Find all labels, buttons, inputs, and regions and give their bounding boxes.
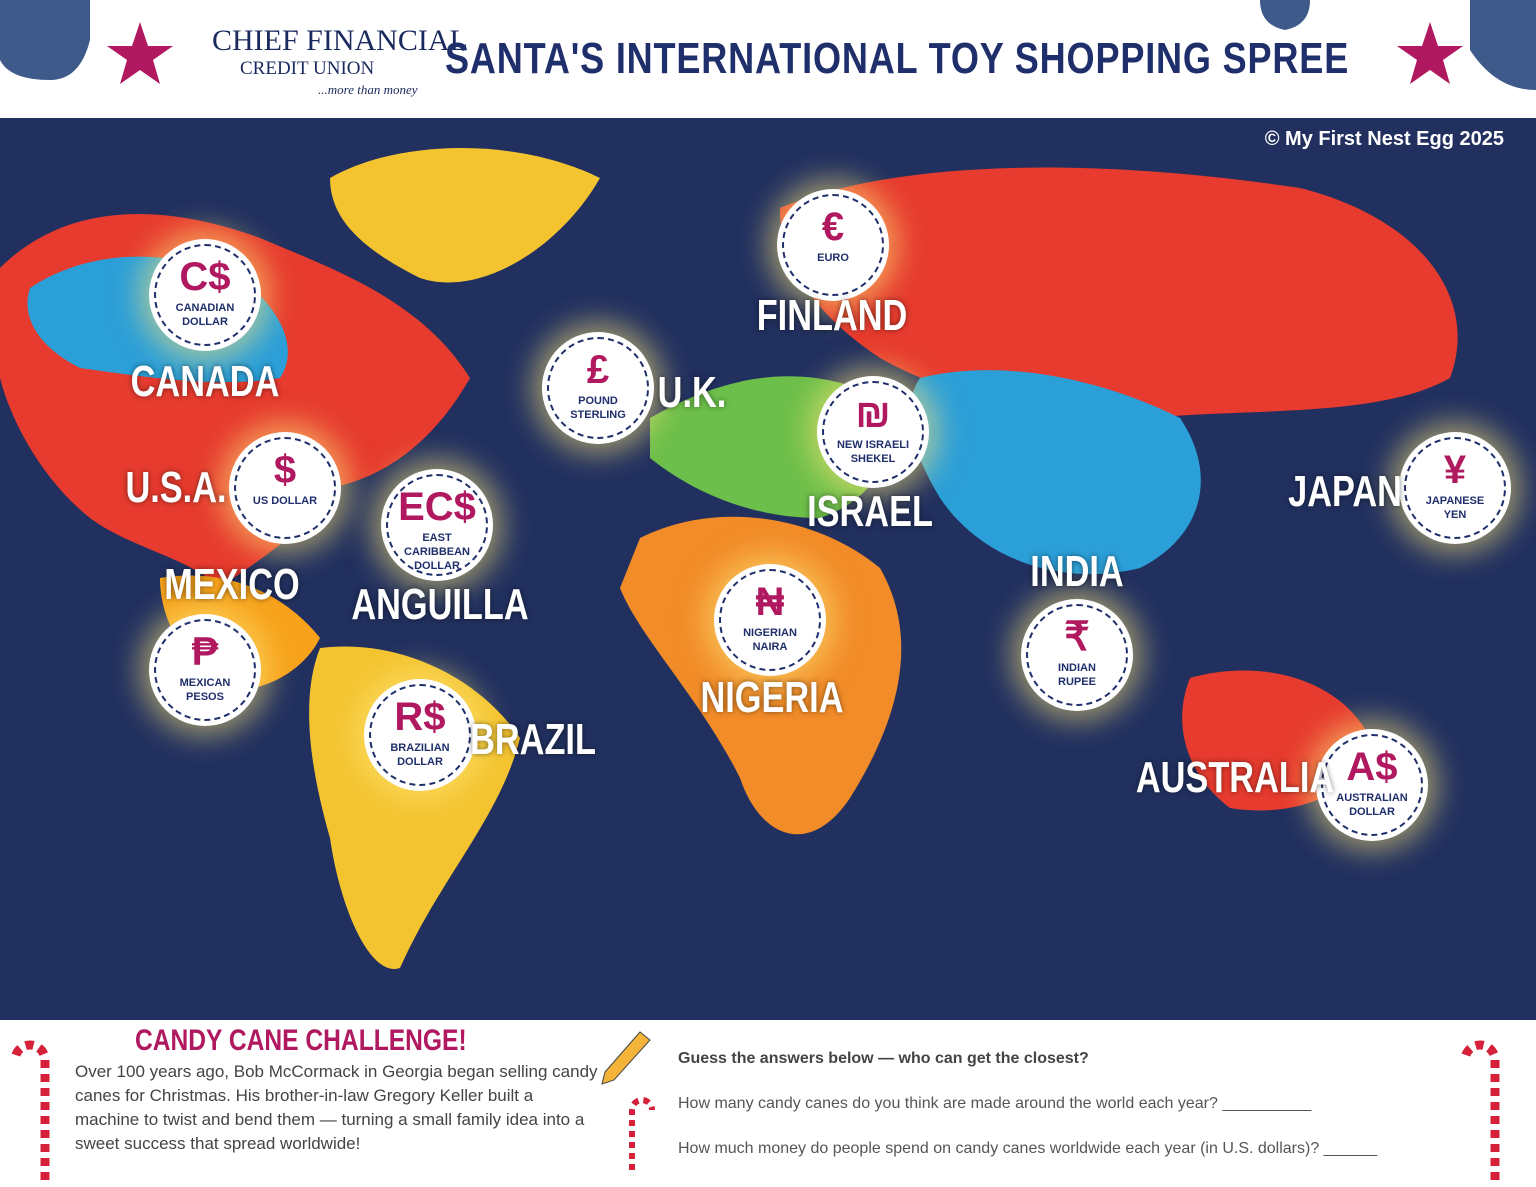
challenge-prompt: Guess the answers below — who can get th…	[678, 1050, 1089, 1067]
currency-name: CANADIAN DOLLAR	[175, 302, 235, 328]
currency-name: NEW ISRAELI SHEKEL	[836, 439, 910, 465]
currency-coin: EC$ EAST CARIBBEAN DOLLAR	[381, 469, 493, 581]
country-name: INDIA	[1030, 547, 1124, 596]
currency-name: MEXICAN PESOS	[179, 677, 231, 703]
question: How much money do people spend on candy …	[678, 1140, 1378, 1157]
currency-name: EAST CARIBBEAN DOLLAR	[404, 532, 470, 572]
header-decor	[0, 0, 1536, 90]
country-name: NIGERIA	[700, 673, 844, 722]
header: CHIEF FINANCIAL CREDIT UNION ...more tha…	[0, 0, 1536, 118]
currency-coin: ₦ NIGERIAN NAIRA	[714, 564, 826, 676]
currency-coin: C$ CANADIAN DOLLAR	[149, 239, 261, 351]
currency-symbol: €	[821, 205, 845, 249]
copyright: © My First Nest Egg 2025	[1264, 128, 1504, 150]
currency-coin: A$ AUSTRALIAN DOLLAR	[1316, 729, 1428, 841]
currency-symbol: ₹	[1064, 615, 1090, 659]
currency-symbol: EC$	[398, 485, 476, 529]
currency-coin: ₪ NEW ISRAELI SHEKEL	[817, 376, 929, 488]
currency-coin: ₹ INDIAN RUPEE	[1021, 599, 1133, 711]
country-name: CANADA	[130, 357, 280, 406]
country-name: JAPAN	[1288, 467, 1402, 516]
currency-coin: ₱ MEXICAN PESOS	[149, 614, 261, 726]
logo-tagline: ...more than money	[318, 82, 418, 97]
poster-title: SANTA'S INTERNATIONAL TOY SHOPPING SPREE	[445, 34, 1350, 83]
currency-name: POUND STERLING	[570, 395, 626, 421]
logo-line: CREDIT UNION	[240, 58, 375, 79]
currency-name: JAPANESE YEN	[1425, 495, 1485, 521]
currency-symbol: $	[273, 448, 297, 492]
currency-name: US DOLLAR	[252, 495, 318, 507]
currency-name: INDIAN RUPEE	[1058, 662, 1096, 688]
currency-name: NIGERIAN NAIRA	[743, 627, 797, 653]
challenge-story: Over 100 years ago, Bob McCormack in Geo…	[75, 1062, 598, 1153]
currency-coin: R$ BRAZILIAN DOLLAR	[364, 679, 476, 791]
currency-coin: $ US DOLLAR	[229, 432, 341, 544]
currency-coin: € EURO	[777, 189, 889, 301]
country-name: ANGUILLA	[351, 580, 529, 629]
currency-name: EURO	[817, 252, 849, 264]
currency-name: BRAZILIAN DOLLAR	[390, 742, 450, 768]
country-name: ISRAEL	[807, 487, 933, 536]
challenge-title: CANDY CANE CHALLENGE!	[135, 1024, 467, 1057]
currency-name: AUSTRALIAN DOLLAR	[1336, 792, 1408, 818]
country-name: U.K.	[657, 368, 727, 417]
country-name: U.S.A.	[125, 463, 227, 512]
question: How many candy canes do you think are ma…	[678, 1095, 1312, 1112]
currency-symbol: ₪	[855, 392, 891, 436]
country-name: MEXICO	[164, 560, 300, 609]
currency-symbol: R$	[394, 695, 446, 739]
currency-symbol: £	[586, 348, 610, 392]
bottom-decor	[10, 1031, 1500, 1180]
country-name: FINLAND	[756, 291, 908, 340]
currency-symbol: C$	[179, 255, 231, 299]
world-map: © My First Nest Egg 2025 C$ CANADIAN DOLL…	[0, 118, 1536, 1020]
country-name: AUSTRALIA	[1135, 753, 1335, 802]
logo-line: CHIEF FINANCIAL	[212, 24, 468, 57]
challenge-section: CANDY CANE CHALLENGE! Over 100 years ago…	[0, 1020, 1536, 1187]
currency-coin: ¥ JAPANESE YEN	[1399, 432, 1511, 544]
currency-symbol: ¥	[1443, 448, 1467, 492]
currency-symbol: ₱	[191, 630, 219, 674]
currency-symbol: ₦	[755, 580, 785, 624]
currency-coin: £ POUND STERLING	[542, 332, 654, 444]
country-name: BRAZIL	[470, 715, 596, 764]
